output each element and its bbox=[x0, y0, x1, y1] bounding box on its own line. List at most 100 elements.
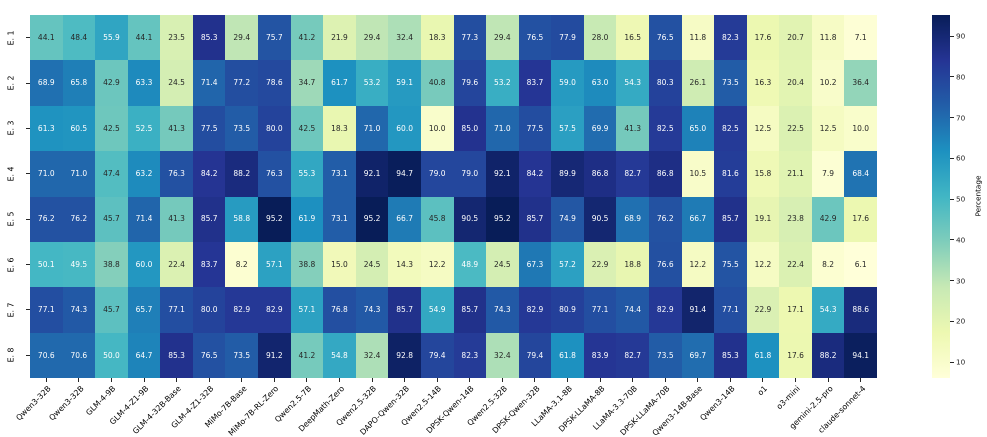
colorbar-tick-mark bbox=[950, 35, 954, 37]
heatmap-cell: 17.1 bbox=[779, 287, 812, 333]
colorbar-tick-mark bbox=[950, 280, 954, 282]
x-tick-mark bbox=[664, 378, 666, 382]
heatmap-cell: 85.3 bbox=[160, 332, 193, 378]
heatmap-cell: 60.0 bbox=[127, 241, 161, 288]
heatmap-cell: 88.6 bbox=[844, 287, 877, 333]
x-tick-mark bbox=[110, 378, 112, 382]
heatmap-cell: 54.8 bbox=[323, 332, 356, 378]
x-tick-mark bbox=[143, 378, 145, 382]
heatmap-cell: 79.0 bbox=[420, 151, 454, 197]
heatmap-cell: 85.7 bbox=[192, 196, 226, 242]
x-tick-mark bbox=[306, 378, 308, 382]
heatmap-cell: 21.1 bbox=[779, 151, 812, 197]
heatmap-cell: 57.1 bbox=[258, 241, 291, 288]
heatmap-cell: 8.2 bbox=[811, 241, 845, 288]
heatmap-cell: 77.3 bbox=[453, 15, 487, 61]
heatmap-cell: 83.7 bbox=[518, 60, 552, 106]
heatmap-cell: 24.5 bbox=[160, 60, 193, 106]
heatmap-cell: 91.2 bbox=[258, 332, 291, 378]
heatmap-cell: 12.2 bbox=[681, 241, 715, 288]
heatmap-cell: 73.5 bbox=[225, 105, 259, 152]
x-tick-mark bbox=[176, 378, 178, 382]
heatmap-cell: 61.3 bbox=[30, 105, 63, 152]
heatmap-cell: 85.0 bbox=[453, 105, 487, 152]
heatmap-cell: 74.3 bbox=[62, 287, 96, 333]
heatmap-cell: 73.5 bbox=[225, 332, 259, 378]
heatmap-cell: 26.1 bbox=[681, 60, 715, 106]
heatmap-cell: 41.3 bbox=[160, 196, 193, 242]
heatmap-cell: 74.4 bbox=[616, 287, 649, 333]
y-tick-mark bbox=[26, 37, 30, 39]
column-label: o3-mini bbox=[774, 384, 802, 412]
heatmap-cell: 32.4 bbox=[486, 332, 519, 378]
heatmap-cell: 79.6 bbox=[453, 60, 487, 106]
heatmap-cell: 77.1 bbox=[583, 287, 617, 333]
heatmap-cell: 85.7 bbox=[518, 196, 552, 242]
heatmap-cell: 76.8 bbox=[323, 287, 356, 333]
row-label: E. 4 bbox=[6, 166, 16, 182]
heatmap-cell: 74.9 bbox=[551, 196, 584, 242]
heatmap-cell: 88.2 bbox=[225, 151, 259, 197]
heatmap-cell: 54.3 bbox=[811, 287, 845, 333]
heatmap-cell: 77.2 bbox=[225, 60, 259, 106]
heatmap-cell: 76.2 bbox=[30, 196, 63, 242]
heatmap-cell: 44.1 bbox=[30, 15, 63, 61]
colorbar-tick-label: 10 bbox=[956, 357, 966, 367]
heatmap-cell: 73.5 bbox=[714, 60, 747, 106]
heatmap-cell: 53.2 bbox=[486, 60, 519, 106]
heatmap-cell: 77.1 bbox=[160, 287, 193, 333]
heatmap-cell: 10.0 bbox=[844, 105, 877, 152]
x-tick-mark bbox=[404, 378, 406, 382]
heatmap-cell: 71.4 bbox=[192, 60, 226, 106]
colorbar-tick-mark bbox=[950, 117, 954, 119]
heatmap-cell: 17.6 bbox=[746, 15, 780, 61]
colorbar-tick-mark bbox=[950, 239, 954, 241]
heatmap-cell: 59.0 bbox=[551, 60, 584, 106]
colorbar-tick-label: 90 bbox=[956, 31, 966, 41]
heatmap-cell: 41.2 bbox=[290, 332, 324, 378]
heatmap-cell: 80.0 bbox=[258, 105, 291, 152]
heatmap-cell: 18.3 bbox=[323, 105, 356, 152]
heatmap-cell: 73.5 bbox=[648, 332, 682, 378]
heatmap-cell: 17.6 bbox=[779, 332, 812, 378]
heatmap-cell: 18.8 bbox=[616, 241, 649, 288]
heatmap-cell: 89.9 bbox=[551, 151, 584, 197]
heatmap-cell: 94.1 bbox=[844, 332, 877, 378]
x-tick-mark bbox=[371, 378, 373, 382]
heatmap-cell: 16.3 bbox=[746, 60, 780, 106]
heatmap-cell: 12.5 bbox=[811, 105, 845, 152]
heatmap-cell: 71.0 bbox=[486, 105, 519, 152]
heatmap-cell: 6.1 bbox=[844, 241, 877, 288]
colorbar-tick-label: 20 bbox=[956, 316, 966, 326]
heatmap-cell: 82.9 bbox=[648, 287, 682, 333]
heatmap-cell: 85.7 bbox=[388, 287, 421, 333]
heatmap-cell: 59.1 bbox=[388, 60, 421, 106]
heatmap-cell: 74.3 bbox=[355, 287, 389, 333]
heatmap-cell: 75.5 bbox=[714, 241, 747, 288]
colorbar-tick-label: 50 bbox=[956, 194, 966, 204]
heatmap-cell: 75.7 bbox=[258, 15, 291, 61]
heatmap-cell: 61.8 bbox=[746, 332, 780, 378]
heatmap-cell: 42.5 bbox=[290, 105, 324, 152]
heatmap-cell: 84.2 bbox=[192, 151, 226, 197]
heatmap-cell: 42.9 bbox=[811, 196, 845, 242]
heatmap-cell: 76.5 bbox=[518, 15, 552, 61]
y-tick-mark bbox=[26, 309, 30, 311]
heatmap-cell: 83.7 bbox=[192, 241, 226, 288]
heatmap-cell: 61.7 bbox=[323, 60, 356, 106]
heatmap-cell: 54.3 bbox=[616, 60, 649, 106]
x-tick-mark bbox=[436, 378, 438, 382]
row-label: E. 2 bbox=[6, 75, 16, 91]
heatmap-cell: 71.4 bbox=[127, 196, 161, 242]
heatmap-cell: 21.9 bbox=[323, 15, 356, 61]
heatmap-cell: 76.6 bbox=[648, 241, 682, 288]
heatmap-cell: 95.2 bbox=[486, 196, 519, 242]
heatmap-cell: 15.8 bbox=[746, 151, 780, 197]
heatmap-cell: 69.9 bbox=[583, 105, 617, 152]
row-label: E. 8 bbox=[6, 347, 16, 363]
heatmap-cell: 57.1 bbox=[290, 287, 324, 333]
heatmap-cell: 55.3 bbox=[290, 151, 324, 197]
heatmap-cell: 82.9 bbox=[258, 287, 291, 333]
heatmap-cell: 70.6 bbox=[30, 332, 63, 378]
heatmap-cell: 22.9 bbox=[583, 241, 617, 288]
